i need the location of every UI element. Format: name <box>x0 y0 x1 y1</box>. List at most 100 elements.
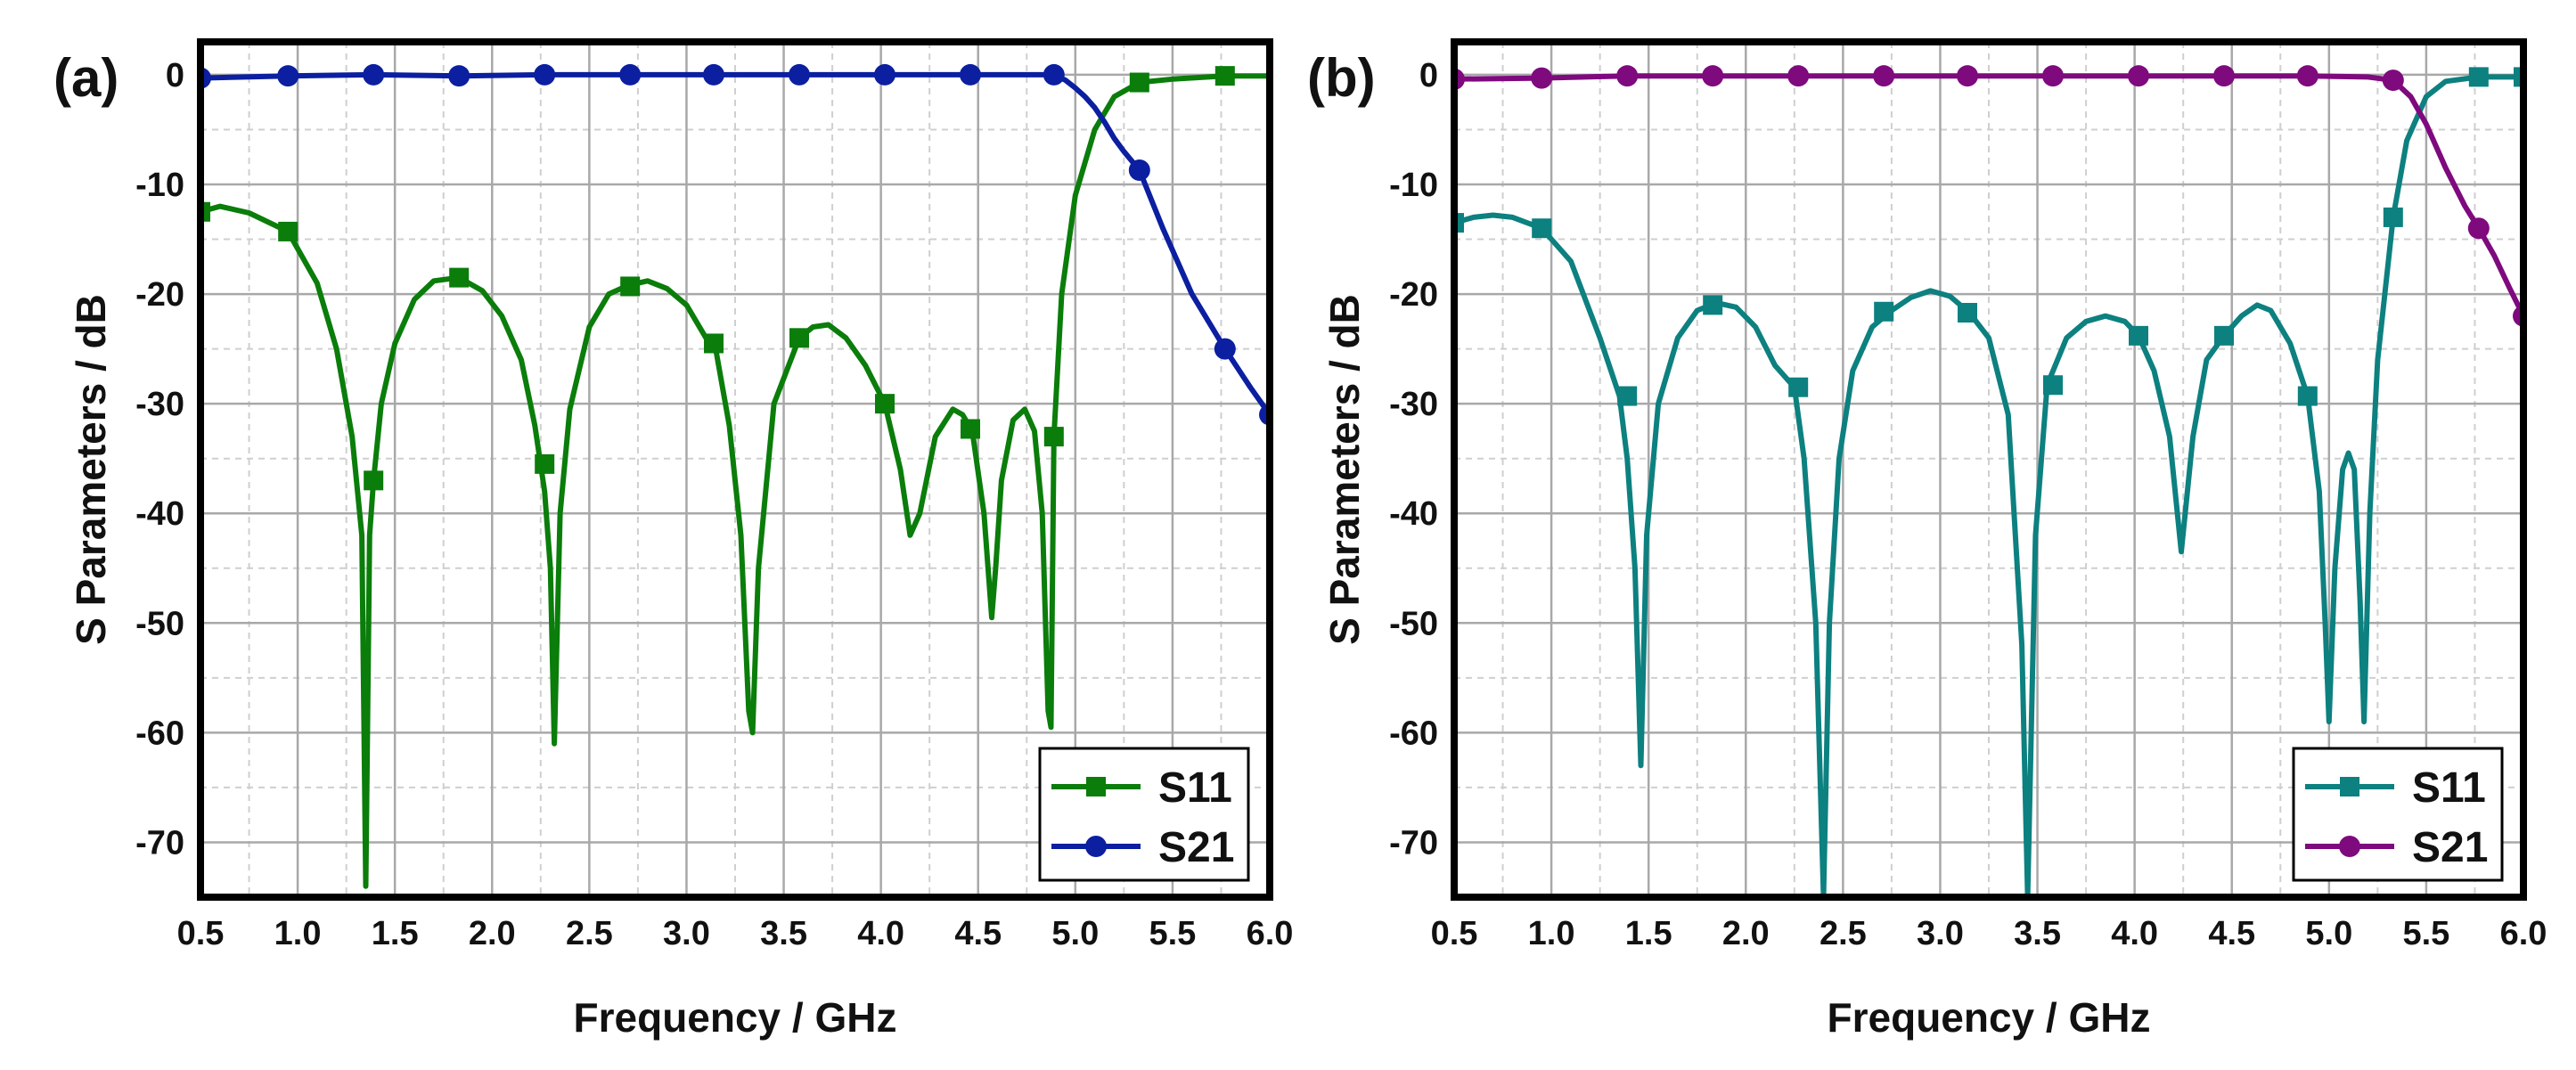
data-point-s11-b <box>1874 301 1894 322</box>
data-point-s11-a <box>620 276 641 297</box>
data-point-s21-b <box>2467 217 2490 240</box>
plot-area-b <box>1454 65 2523 897</box>
y-tick-label-b: -30 <box>1389 386 1438 423</box>
data-point-s21-a <box>619 63 642 86</box>
data-point-s21-b <box>2042 65 2064 87</box>
data-point-s21-a <box>1128 159 1150 181</box>
x-tick-label-b: 1.5 <box>1625 915 1672 952</box>
x-tick-label-b: 2.0 <box>1722 915 1770 952</box>
y-tick-label-b: -20 <box>1389 276 1438 314</box>
x-tick-label-a: 4.0 <box>857 915 904 952</box>
y-tick-label-a: -10 <box>135 167 184 204</box>
data-point-s21-b <box>2128 65 2149 87</box>
data-point-s21-b <box>1957 65 1978 87</box>
legend-marker-s11-b <box>2340 777 2359 796</box>
legend-label-s21-a: S21 <box>1158 824 1234 871</box>
data-point-s21-a <box>789 63 810 86</box>
legend-box-b <box>2292 747 2504 882</box>
data-point-s21-a <box>534 63 556 86</box>
data-point-s21-a <box>960 63 981 86</box>
data-point-s11-a <box>704 333 724 354</box>
x-tick-label-b: 0.5 <box>1431 915 1478 952</box>
y-tick-label-a: -70 <box>135 824 184 862</box>
data-point-s11-a <box>449 267 470 288</box>
data-point-s11-b <box>2468 67 2489 87</box>
y-tick-label-b: -40 <box>1389 495 1438 533</box>
plot-frame-b <box>1451 38 2527 901</box>
data-point-s11-b <box>2129 325 2148 346</box>
data-point-s21-a <box>1214 338 1236 360</box>
data-point-s11-b <box>1788 377 1809 397</box>
legend-box-a <box>1038 747 1250 882</box>
y-tick-label-b: -10 <box>1389 167 1438 204</box>
x-axis-label-b: Frequency / GHz <box>1828 994 2151 1041</box>
y-axis-label-a: S Parameters / dB <box>68 294 114 645</box>
x-tick-labels-a: 0.5 1.0 1.5 2.0 2.5 3.0 3.5 4.0 4.5 5.0 5.5 6.0 <box>177 915 1294 952</box>
data-point-s21-a <box>1043 63 1065 86</box>
data-point-s11-b <box>2383 207 2403 227</box>
legend-label-s11-a: S11 <box>1158 764 1232 812</box>
data-point-s11-b <box>2514 67 2523 87</box>
x-tick-label-b: 3.0 <box>1917 915 1964 952</box>
y-tick-labels-a: 0 -10 -20 -30 -40 -50 -60 -70 <box>135 57 184 862</box>
series-line-s11-b <box>1454 74 2523 897</box>
x-tick-label-b: 6.0 <box>2500 915 2547 952</box>
data-point-s21-a <box>277 65 299 87</box>
x-tick-label-a: 1.5 <box>372 915 419 952</box>
data-point-s11-a <box>961 419 980 439</box>
data-point-s11-b <box>2214 325 2234 346</box>
legend-label-s11-b: S11 <box>2412 764 2486 812</box>
plot-area-a <box>200 63 1270 889</box>
data-point-s11-a <box>535 453 555 474</box>
data-point-s11-b <box>1617 386 1638 406</box>
y-tick-label-a: -60 <box>135 715 184 752</box>
data-point-s21-b <box>1873 65 1895 87</box>
x-tick-label-a: 2.0 <box>469 915 516 952</box>
x-tick-label-a: 3.5 <box>760 915 807 952</box>
y-tick-label-a: -30 <box>135 386 184 423</box>
data-point-s11-a <box>789 328 809 348</box>
legend-marker-s11-a <box>1086 777 1106 796</box>
data-point-s11-a <box>364 470 384 491</box>
legend-label-s21-b: S21 <box>2412 824 2488 871</box>
x-tick-label-b: 1.0 <box>1528 915 1575 952</box>
x-axis-label-a: Frequency / GHz <box>574 994 897 1041</box>
y-tick-label-a: -50 <box>135 605 184 642</box>
chart-panel-a: 0.5 1.0 1.5 2.0 2.5 3.0 3.5 4.0 4.5 5.0 5.5 6.0 0 -1… <box>53 38 1294 1041</box>
y-tick-label-b: 0 <box>1419 57 1438 94</box>
panel-label-b: (b) <box>1307 48 1376 108</box>
x-tick-label-b: 5.5 <box>2402 915 2449 952</box>
series-line-s21-a <box>200 71 1270 418</box>
legend-marker-s21-b <box>2339 836 2360 857</box>
data-point-s21-b <box>1531 67 1553 89</box>
y-tick-label-a: 0 <box>166 57 184 94</box>
y-tick-label-b: -50 <box>1389 605 1438 642</box>
data-point-s11-b <box>1532 218 1552 239</box>
data-point-s21-b <box>2296 65 2318 87</box>
y-tick-label-b: -70 <box>1389 824 1438 862</box>
data-point-s11-b <box>1454 213 1464 233</box>
data-point-s21-b <box>2213 65 2235 87</box>
data-point-s11-a <box>1214 66 1235 86</box>
x-tick-label-a: 5.5 <box>1149 915 1196 952</box>
y-tick-label-a: -20 <box>135 276 184 314</box>
data-point-s11-b <box>1703 295 1723 315</box>
data-point-s21-b <box>2382 69 2404 92</box>
x-tick-label-a: 6.0 <box>1247 915 1294 952</box>
data-point-s11-b <box>1958 303 1977 323</box>
x-tick-label-b: 4.0 <box>2111 915 2158 952</box>
x-tick-label-a: 2.5 <box>566 915 613 952</box>
data-point-s11-a <box>875 394 895 414</box>
data-point-s21-b <box>1616 65 1639 87</box>
x-tick-label-a: 4.5 <box>954 915 1002 952</box>
data-point-s21-a <box>703 63 724 86</box>
data-point-s11-a <box>1043 427 1064 447</box>
panel-label-a: (a) <box>53 48 119 108</box>
data-point-s11-a <box>278 221 298 241</box>
data-point-s11-a <box>200 201 210 222</box>
series-line-s11-a <box>200 73 1270 889</box>
data-point-s21-a <box>363 63 385 86</box>
x-tick-label-b: 3.5 <box>2014 915 2061 952</box>
data-point-s21-b <box>1787 65 1810 87</box>
